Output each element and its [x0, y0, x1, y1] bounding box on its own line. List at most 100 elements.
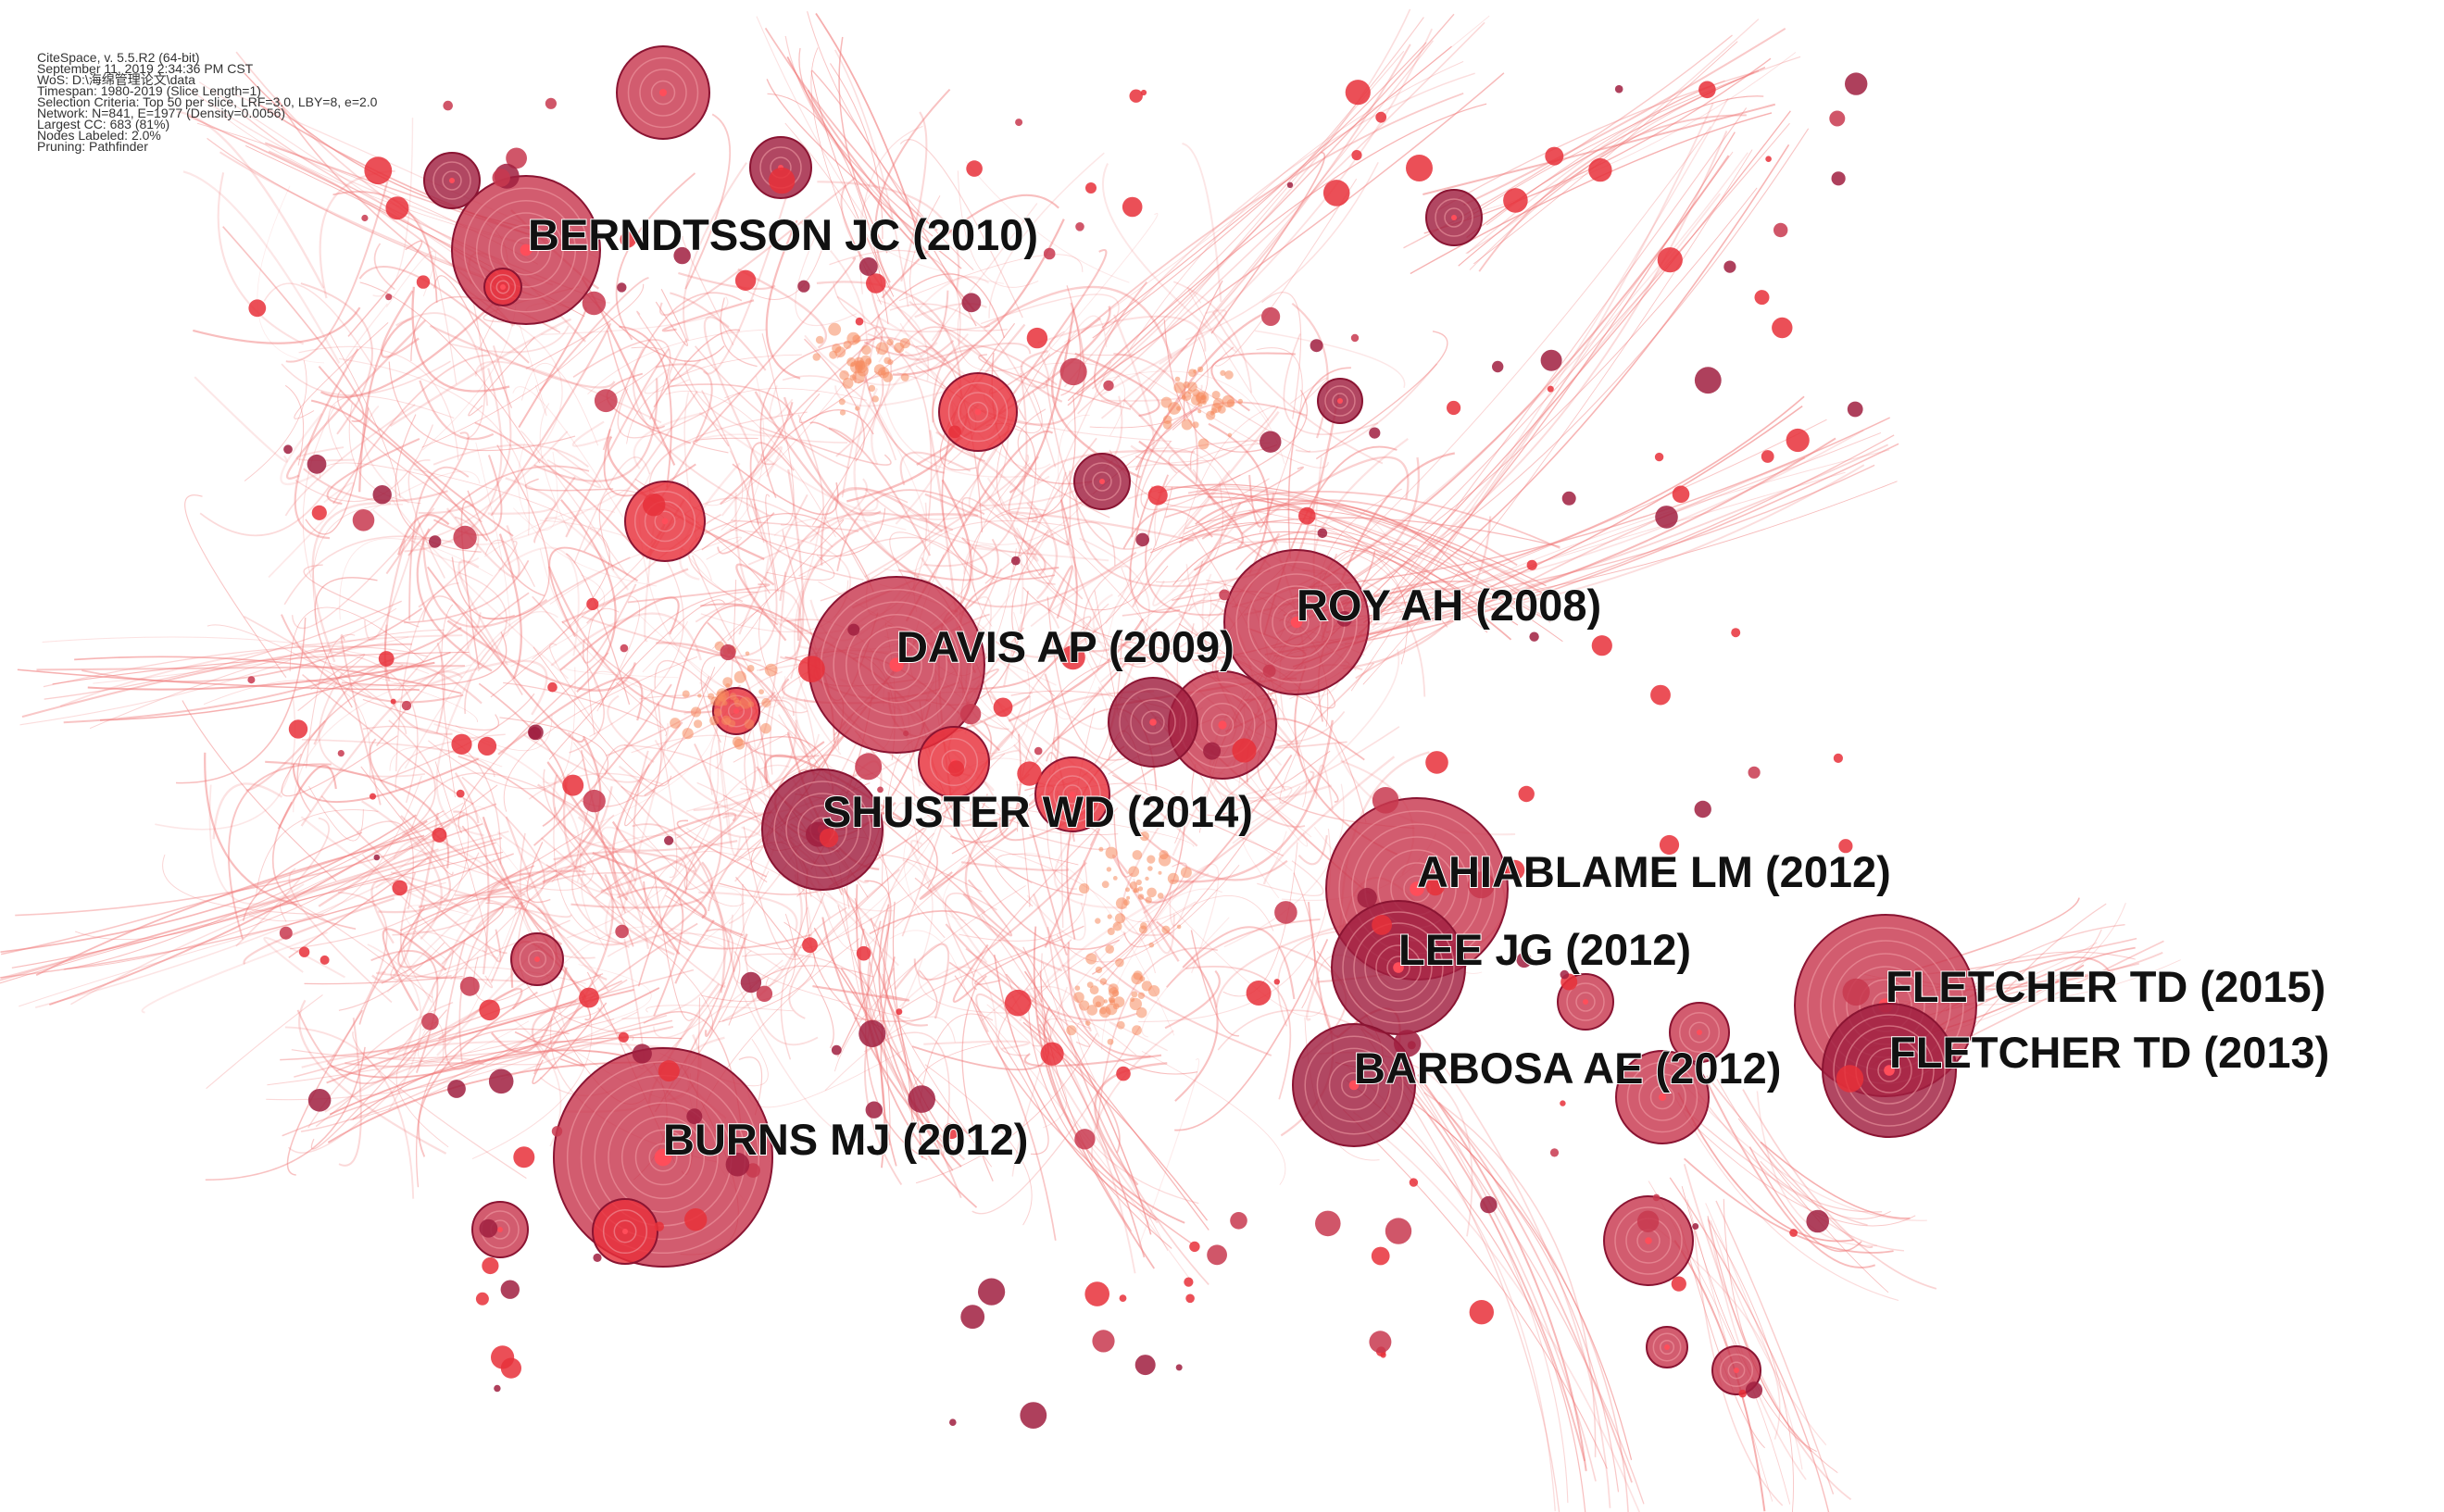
network-node [1219, 589, 1230, 601]
network-node [1406, 155, 1433, 181]
network-edge [1232, 751, 1309, 847]
network-edge [268, 481, 355, 579]
network-node [828, 322, 842, 336]
network-edge [961, 496, 1084, 600]
network-edge [203, 680, 371, 775]
network-edge [892, 901, 952, 1143]
network-edge [1047, 926, 1209, 1286]
network-edge [283, 535, 454, 606]
network-edge [74, 656, 462, 694]
network-edge [1352, 1111, 1641, 1512]
network-edge [363, 405, 410, 504]
network-edge [837, 905, 915, 1120]
network-edge [1153, 486, 1488, 633]
network-edge [284, 384, 305, 466]
network-edge [294, 968, 695, 1078]
network-edge [703, 316, 759, 464]
network-node [761, 697, 771, 707]
network-node [949, 1418, 957, 1426]
network-edge [795, 226, 858, 327]
network-edge [338, 1017, 362, 1167]
network-edge [1344, 443, 1899, 645]
network-node [859, 1019, 886, 1047]
network-node [1773, 222, 1788, 238]
network-edge [811, 69, 977, 327]
network-edge [469, 486, 631, 545]
network-node [1192, 421, 1199, 429]
network-edge [372, 118, 414, 297]
network-node [1209, 411, 1215, 416]
network-edge [633, 750, 690, 944]
network-edge [426, 566, 585, 744]
network-node [492, 169, 510, 187]
network-node [593, 1253, 602, 1262]
network-edge [93, 636, 409, 684]
network-edge [807, 89, 976, 312]
network-edge [0, 851, 504, 984]
network-edge [1094, 1062, 1168, 1186]
network-edge [1138, 371, 1329, 469]
network-node [1135, 532, 1149, 547]
network-edge [1028, 1009, 1172, 1249]
network-edge [332, 354, 490, 505]
network-node [1224, 370, 1234, 380]
network-edge [487, 477, 557, 515]
network-edge [478, 682, 567, 828]
network-edge [924, 493, 1047, 577]
network-edge [439, 798, 470, 917]
network-edge [15, 822, 483, 917]
network-edge [766, 79, 962, 269]
network-edge [1101, 163, 1238, 354]
network-edge [1163, 319, 1278, 453]
network-edge [228, 763, 332, 940]
network-node [1192, 389, 1200, 397]
network-node [615, 924, 629, 939]
network-edge [1088, 502, 1242, 653]
network-edge [706, 381, 846, 506]
network-edge [1168, 439, 1265, 474]
network-edge [587, 329, 767, 395]
network-node [658, 1060, 680, 1082]
network-edge [531, 1000, 577, 1070]
network-node [1175, 1364, 1183, 1371]
network-edge [444, 939, 481, 1070]
network-edge [1083, 547, 1153, 669]
network-hub-node [1646, 1326, 1688, 1368]
network-edge [421, 595, 523, 695]
network-edge [1405, 1068, 1569, 1504]
network-edge [417, 991, 538, 1157]
network-edge [717, 740, 741, 856]
network-edge [1466, 85, 1712, 255]
network-node [1098, 1006, 1111, 1018]
network-node [697, 694, 702, 698]
network-edge [419, 380, 495, 441]
network-edge [1113, 814, 1133, 878]
network-node [1394, 1030, 1422, 1057]
network-edge [1256, 347, 1303, 533]
network-edge [643, 881, 811, 950]
network-edge [311, 502, 392, 663]
network-edge [780, 906, 847, 1060]
network-node [488, 1068, 514, 1094]
network-edge [830, 63, 884, 240]
network-node [1540, 349, 1562, 371]
network-edge [410, 772, 595, 831]
info-line: Selection Criteria: Top 50 per slice, LR… [37, 94, 378, 109]
network-edge [727, 519, 845, 642]
network-edge [945, 923, 1138, 1021]
network-edge [511, 321, 563, 457]
network-edge [347, 240, 423, 337]
network-edge [1164, 491, 1560, 549]
network-edge [43, 645, 429, 688]
network-edge [603, 429, 696, 497]
network-edge [883, 924, 928, 1027]
network-node [373, 854, 381, 861]
network-edge [416, 528, 493, 672]
network-edge [594, 670, 615, 700]
network-edge [542, 812, 737, 883]
network-node [670, 718, 681, 729]
network-edge [595, 855, 688, 899]
network-edge [1322, 128, 1810, 613]
network-node [1105, 846, 1118, 859]
network-edge [520, 431, 629, 576]
